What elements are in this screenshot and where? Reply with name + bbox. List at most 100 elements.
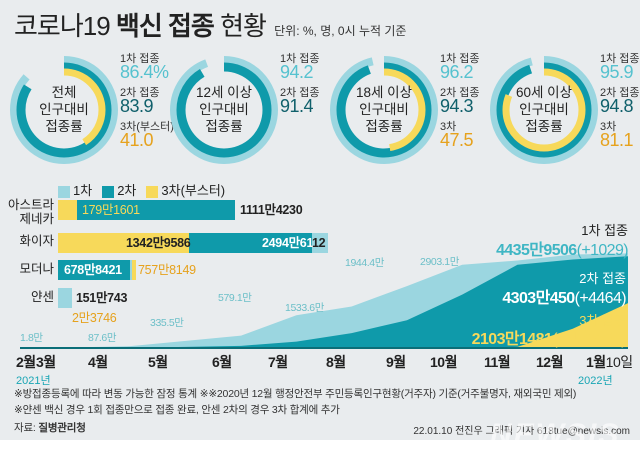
donut-chart [490, 56, 598, 164]
summary-dose3-number: 2103만1481 [471, 331, 553, 348]
point-label: 579.1만 [218, 292, 252, 304]
ring-dose2 [16, 62, 112, 158]
donut-stat-label: 3차 [600, 121, 617, 133]
vaccine-bar-label: 2494만61 [262, 236, 314, 250]
summary-dose2-number: 4303만450 [502, 290, 575, 307]
donut-card: 18세 이상 인구대비 접종률 1차 접종 96.2 2차 접종 94.3 3차 47.5 [324, 48, 484, 168]
vaccine-name: 아스트라 [7, 198, 54, 212]
ring-dose2 [336, 62, 432, 158]
donut-stat-value: 95.9 [600, 62, 634, 82]
ring-dose3 [502, 68, 586, 152]
donut-center-line: 60세 이상 [515, 85, 573, 100]
legend-swatch-dose2 [102, 185, 115, 198]
month-tick-label: 12월 [536, 354, 563, 370]
donut-center-line: 접종률 [45, 119, 83, 134]
last-day-label: 10일 [605, 354, 633, 370]
title-suffix: 현황 [220, 11, 267, 41]
year-end-label: 2022년 [578, 375, 613, 387]
ring-dose1 [490, 56, 598, 164]
month-tick-label: 6월 [212, 354, 232, 370]
donut-stat-value: 94.3 [440, 96, 474, 116]
donut-center-line: 전체 [51, 85, 77, 100]
legend-item-dose3: 3차(부스터) [146, 180, 225, 199]
ring-dose3 [342, 68, 426, 152]
vaccine-name: 모더나 [19, 262, 54, 276]
month-tick-label: 7월 [268, 354, 288, 370]
donut-stat-label: 1차 접종 [600, 53, 640, 65]
vaccine-bar-label: 678만8421 [64, 263, 122, 277]
year-start-label: 2021년 [16, 375, 51, 387]
legend-label: 3차(부스터) [161, 183, 226, 198]
ring-dose2 [176, 62, 272, 158]
area-dose3 [20, 303, 628, 348]
vaccine-bar-segment [58, 200, 77, 220]
summary-dose2-label: 2차 접종 [579, 271, 626, 286]
donut-stat-value: 83.9 [120, 96, 154, 116]
month-tick-label: 10월 [430, 354, 457, 370]
donut-stat-value: 94.2 [280, 62, 314, 82]
donut-stat-label: 2차 접종 [280, 87, 320, 99]
point-label: 1944.4만 [345, 257, 384, 269]
month-tick-label: 5월 [148, 354, 168, 370]
summary-dose1-label: 1차 접종 [581, 223, 628, 238]
donut-stat-label: 2차 접종 [120, 87, 160, 99]
donut-chart [330, 56, 438, 164]
month-tick-label: 1월10일 [586, 354, 633, 370]
donut-stat-value: 96.2 [440, 62, 474, 82]
vaccine-bar-label: 1111만4230 [240, 203, 303, 217]
ring-dose3 [22, 68, 106, 152]
donut-stat-label: 1차 접종 [280, 53, 320, 65]
donut-center-label: 18세 이상 인구대비 접종률 [344, 84, 424, 135]
credit-line: 22.01.10 전진우 그래픽 기자 618tue@newsis.com [413, 426, 630, 437]
source-label: 자료: [14, 422, 36, 434]
vaccine-bar-label: 757만8149 [138, 263, 196, 277]
month-tick-label: 11월 [484, 354, 511, 370]
summary-dose1-number: 4435만9506 [496, 242, 577, 259]
vaccine-bar-segment [58, 288, 72, 308]
donut-chart [170, 56, 278, 164]
vaccine-bar-segment [312, 233, 328, 253]
donut-stat-value: 86.4% [120, 62, 169, 82]
title-bold: 백신 접종 [115, 11, 215, 41]
ring-dose2 [496, 62, 592, 158]
source-name: 질병관리청 [38, 422, 86, 434]
ring-dose1 [170, 56, 278, 164]
legend-swatch-dose3 [146, 185, 159, 198]
month-tick-label: 8월 [326, 354, 346, 370]
donut-center-line: 접종률 [205, 119, 243, 134]
donut-center-label: 전체 인구대비 접종률 [24, 84, 104, 135]
legend-label: 1차 [73, 183, 93, 198]
month-tick-label: 9월 [386, 354, 406, 370]
footnote-2: ※얀센 백신 경우 1회 접종만으로 접종 완료, 안센 2차의 경우 3차 합… [14, 404, 340, 416]
vaccine-bar-label: 179만1601 [82, 203, 140, 217]
summary-dose2-delta: (+4464) [574, 290, 627, 307]
donut-center-line: 인구대비 [359, 102, 409, 117]
donut-stat-value: 47.5 [440, 130, 474, 150]
legend-item-dose1: 1차 [58, 180, 92, 199]
infographic-panel [0, 0, 640, 440]
vaccine-bar-label: 12 [312, 236, 326, 250]
vaccine-bar-segment [189, 233, 312, 253]
point-label: 1533.6만 [285, 302, 324, 314]
vaccine-bar-label: 1342만9586 [126, 236, 191, 250]
donut-stat-value: 94.8 [600, 96, 634, 116]
legend-swatch-dose1 [58, 185, 70, 198]
chart-legend: 1차 2차 3차(부스터) [58, 180, 225, 199]
vaccine-bar-segment [58, 233, 189, 253]
donut-stat-label: 2차 접종 [600, 87, 640, 99]
summary-dose3-value: 2103만1481(+1만5281) [471, 325, 627, 349]
vaccine-bar-segment [130, 260, 132, 280]
summary-dose3-delta: (+1만5281) [552, 331, 626, 348]
donut-center-label: 60세 이상 인구대비 접종률 [504, 84, 584, 135]
legend-item-dose2: 2차 [102, 180, 136, 199]
area-dose2 [20, 256, 628, 348]
point-label: 2903.1만 [420, 256, 459, 268]
month-tick-label: 3월 [36, 354, 56, 370]
vaccine-bar-segment [58, 260, 130, 280]
donut-stat-label: 3차 [440, 121, 457, 133]
ring-dose1 [330, 56, 438, 164]
summary-dose3-label: 3차 접종 [579, 313, 626, 328]
footnote-1: ※방접종등록에 따라 변동 가능한 잠정 통계 ※※2020년 12월 행정안전… [14, 388, 577, 400]
donut-center-line: 18세 이상 [355, 85, 413, 100]
